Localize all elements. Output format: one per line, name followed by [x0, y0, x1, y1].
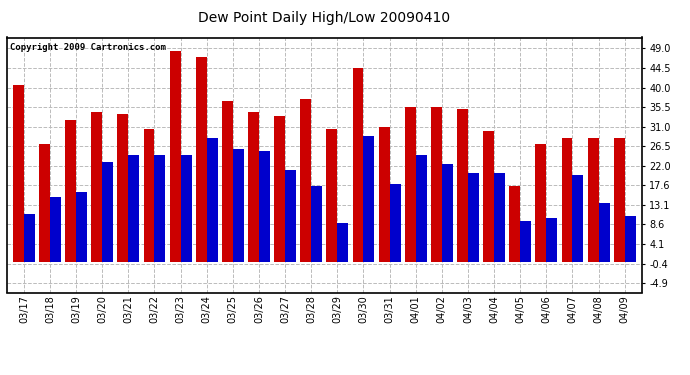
Bar: [144, 129, 155, 262]
Bar: [181, 155, 192, 262]
Bar: [405, 107, 416, 262]
Bar: [233, 148, 244, 262]
Bar: [431, 107, 442, 262]
Bar: [624, 216, 635, 262]
Bar: [117, 114, 128, 262]
Bar: [562, 138, 573, 262]
Bar: [379, 127, 390, 262]
Bar: [128, 155, 139, 262]
Bar: [326, 129, 337, 262]
Bar: [196, 57, 207, 262]
Bar: [353, 68, 364, 262]
Bar: [91, 112, 102, 262]
Bar: [457, 110, 468, 262]
Bar: [468, 172, 479, 262]
Bar: [311, 186, 322, 262]
Bar: [285, 171, 296, 262]
Bar: [535, 144, 546, 262]
Bar: [300, 99, 311, 262]
Bar: [573, 175, 584, 262]
Bar: [50, 196, 61, 262]
Bar: [76, 192, 87, 262]
Bar: [39, 144, 50, 262]
Bar: [390, 183, 401, 262]
Bar: [65, 120, 76, 262]
Bar: [599, 203, 609, 262]
Bar: [102, 162, 113, 262]
Bar: [337, 223, 348, 262]
Bar: [222, 101, 233, 262]
Bar: [546, 218, 558, 262]
Bar: [274, 116, 285, 262]
Bar: [416, 155, 426, 262]
Bar: [509, 186, 520, 262]
Bar: [207, 138, 218, 262]
Bar: [442, 164, 453, 262]
Bar: [24, 214, 35, 262]
Bar: [613, 138, 624, 262]
Bar: [155, 155, 166, 262]
Bar: [588, 138, 599, 262]
Bar: [520, 220, 531, 262]
Bar: [364, 136, 375, 262]
Text: Copyright 2009 Cartronics.com: Copyright 2009 Cartronics.com: [10, 43, 166, 52]
Bar: [170, 51, 181, 262]
Bar: [13, 86, 24, 262]
Bar: [259, 151, 270, 262]
Bar: [483, 131, 494, 262]
Bar: [494, 172, 505, 262]
Text: Dew Point Daily High/Low 20090410: Dew Point Daily High/Low 20090410: [198, 11, 451, 25]
Bar: [248, 112, 259, 262]
